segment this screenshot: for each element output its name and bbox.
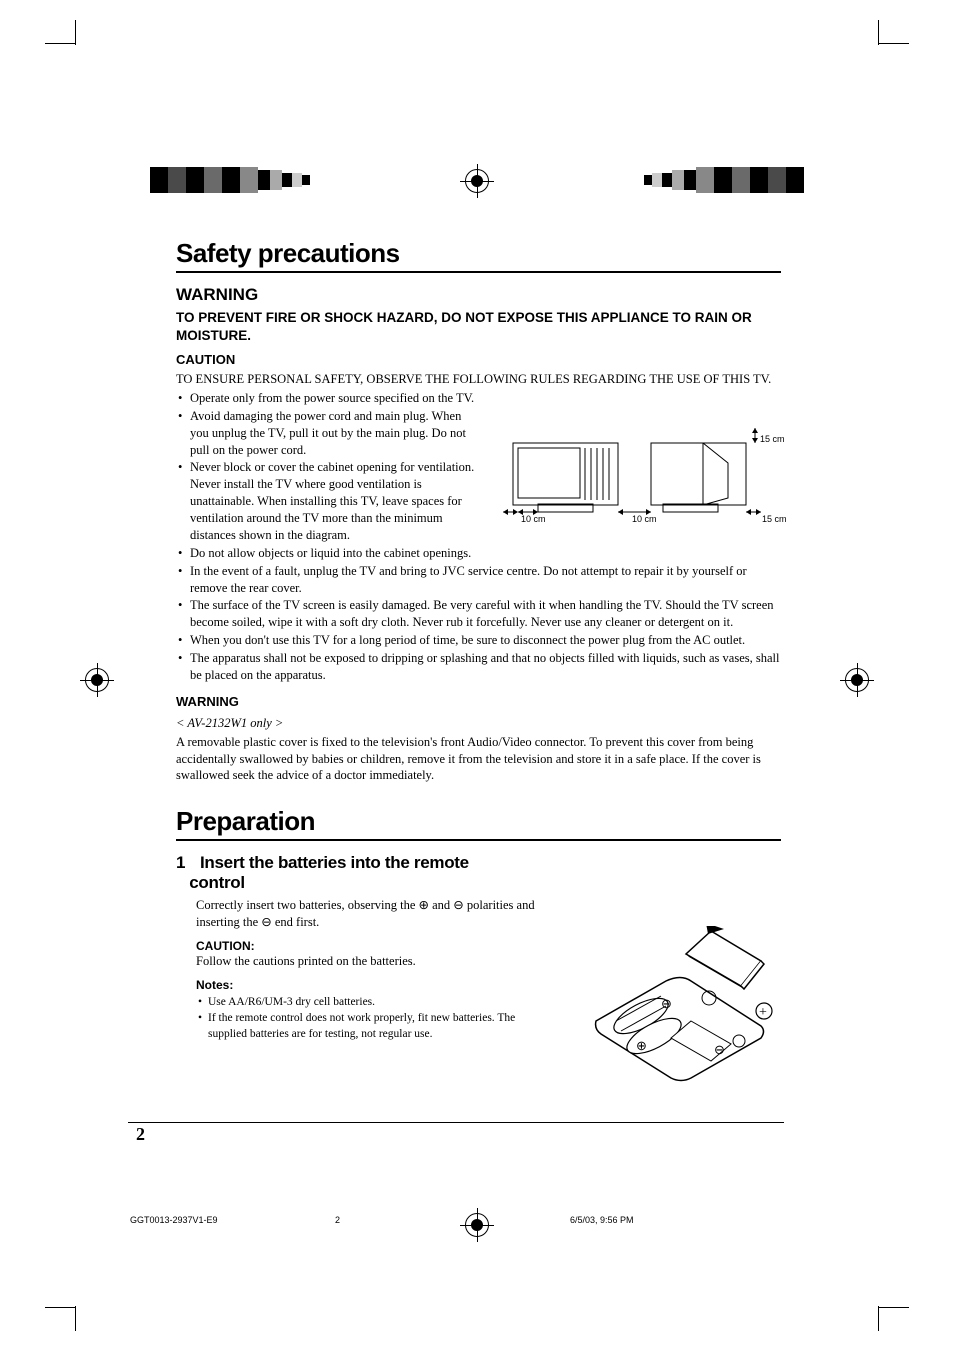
warning-subheading: TO PREVENT FIRE OR SHOCK HAZARD, DO NOT … (176, 309, 781, 344)
dim-label: 10 cm (521, 514, 546, 523)
page-number: 2 (136, 1124, 145, 1145)
reg-target-icon (85, 668, 109, 692)
safety-bullet: In the event of a fault, unplug the TV a… (176, 563, 781, 597)
step-body-text: Correctly insert two batteries, observin… (196, 897, 541, 931)
registration-bar-left (150, 167, 310, 193)
svg-text:15 cm: 15 cm (762, 514, 786, 523)
safety-bullet: Do not allow objects or liquid into the … (176, 545, 781, 562)
reg-target-icon (465, 169, 489, 193)
registration-bar-right (644, 167, 804, 193)
safety-bullet: The surface of the TV screen is easily d… (176, 597, 781, 631)
step-title: Insert the batteries into the remote con… (176, 853, 469, 892)
ventilation-diagram: 10 cm 10 cm 15 cm 15 cm (503, 428, 786, 523)
svg-text:+: + (759, 1005, 767, 1020)
caution-body: Follow the cautions printed on the batte… (196, 953, 541, 970)
warning-heading: WARNING (176, 285, 781, 305)
footer-timestamp: 6/5/03, 9:56 PM (570, 1215, 634, 1225)
safety-bullet: Operate only from the power source speci… (176, 390, 781, 407)
svg-text:⊖: ⊖ (714, 1042, 725, 1057)
safety-bullet: Avoid damaging the power cord and main p… (176, 408, 481, 459)
caution-intro: TO ENSURE PERSONAL SAFETY, OBSERVE THE F… (176, 371, 781, 388)
warning2-heading: WARNING (176, 694, 781, 709)
svg-text:10 cm: 10 cm (632, 514, 657, 523)
warning2-model: < AV-2132W1 only > (176, 715, 781, 732)
footer-page: 2 (335, 1215, 340, 1225)
reg-target-icon (465, 1213, 489, 1237)
reg-target-icon (845, 668, 869, 692)
safety-title: Safety precautions (176, 238, 781, 269)
safety-bullet: When you don't use this TV for a long pe… (176, 632, 781, 649)
svg-text:⊖: ⊖ (661, 996, 672, 1011)
caution-heading: CAUTION (176, 352, 781, 367)
remote-battery-diagram: ⊖ ⊕ ⊖ + (566, 926, 781, 1086)
note-item: Use AA/R6/UM-3 dry cell batteries. (196, 994, 541, 1010)
warning2-body: A removable plastic cover is fixed to th… (176, 734, 781, 785)
svg-text:⊕: ⊕ (636, 1038, 647, 1053)
note-item: If the remote control does not work prop… (196, 1010, 541, 1042)
safety-bullet: Never block or cover the cabinet opening… (176, 459, 481, 543)
notes-heading: Notes: (196, 978, 541, 992)
svg-text:15 cm: 15 cm (760, 434, 785, 444)
notes-list: Use AA/R6/UM-3 dry cell batteries. If th… (196, 994, 541, 1042)
safety-bullet: The apparatus shall not be exposed to dr… (176, 650, 781, 684)
footer-doc-id: GGT0013-2937V1-E9 (130, 1215, 218, 1225)
caution-label: CAUTION: (196, 939, 541, 953)
preparation-title: Preparation (176, 806, 781, 837)
step-number: 1 (176, 853, 196, 873)
